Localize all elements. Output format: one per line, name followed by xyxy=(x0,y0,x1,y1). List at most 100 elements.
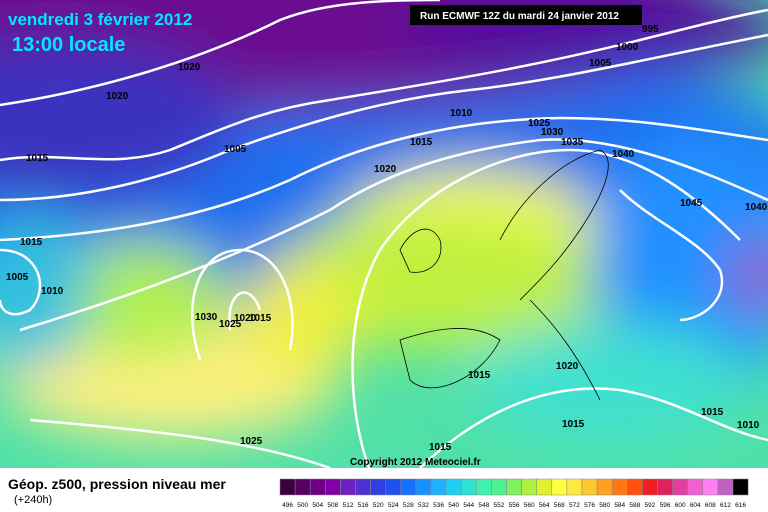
scale-label: 592 xyxy=(645,502,656,509)
scale-label: 500 xyxy=(297,502,308,509)
isobar-label: 1015 xyxy=(562,419,585,430)
isobar-label: 1030 xyxy=(541,127,564,138)
isobar-label: 1010 xyxy=(450,108,473,119)
scale-swatch xyxy=(611,478,628,496)
isobar-label: 1010 xyxy=(737,420,760,431)
scale-label: 524 xyxy=(388,502,399,509)
scale-swatch xyxy=(657,478,673,496)
isobar-label: 1020 xyxy=(178,62,201,73)
scale-label: 516 xyxy=(358,502,369,509)
isobar-label: 1020 xyxy=(234,313,257,324)
isobar-label: 1000 xyxy=(616,42,639,53)
isobar-label: 1015 xyxy=(701,407,724,418)
scale-swatch xyxy=(506,478,522,496)
date-title: vendredi 3 février 2012 xyxy=(8,10,192,29)
isobar-label: 1040 xyxy=(745,202,768,213)
isobar-label: 1020 xyxy=(374,164,397,175)
isobar-label: 1015 xyxy=(20,237,43,248)
isobar-label: 1015 xyxy=(410,137,433,148)
scale-label: 548 xyxy=(478,502,489,509)
isobar-label: 1010 xyxy=(41,286,64,297)
scale-label: 604 xyxy=(690,502,701,509)
isobar-label: 1040 xyxy=(612,149,635,160)
scale-swatch xyxy=(445,478,462,496)
scale-label: 616 xyxy=(735,502,746,509)
isobar-label: 1030 xyxy=(195,312,218,323)
scale-label: 564 xyxy=(539,502,550,509)
scale-label: 588 xyxy=(629,502,640,509)
isobar-label: 1005 xyxy=(6,272,29,283)
scale-swatch xyxy=(642,478,658,496)
isobar-label: 995 xyxy=(642,24,659,35)
legend-title: Géop. z500, pression niveau mer xyxy=(8,476,226,492)
isobars xyxy=(0,0,768,468)
scale-swatch xyxy=(491,478,507,496)
scale-label: 520 xyxy=(373,502,384,509)
scale-swatch xyxy=(279,478,296,496)
scale-label: 608 xyxy=(705,502,716,509)
scale-swatch xyxy=(581,478,598,496)
legend-subtitle: (+240h) xyxy=(14,494,52,506)
isobar-label: 1020 xyxy=(106,91,129,102)
scale-swatch xyxy=(702,478,719,496)
scale-swatch xyxy=(430,478,447,496)
scale-swatch xyxy=(717,478,734,496)
scale-label: 568 xyxy=(554,502,565,509)
scale-swatch xyxy=(370,478,386,496)
scale-label: 612 xyxy=(720,502,731,509)
scale-swatch xyxy=(566,478,583,496)
scale-label: 556 xyxy=(509,502,520,509)
scale-label: 528 xyxy=(403,502,414,509)
scale-label: 572 xyxy=(569,502,580,509)
scale-swatch xyxy=(355,478,371,496)
scale-swatch xyxy=(732,478,749,496)
scale-label: 504 xyxy=(312,502,323,509)
copyright: Copyright 2012 Meteociel.fr xyxy=(350,457,481,468)
scale-label: 560 xyxy=(524,502,535,509)
isobar-label: 1015 xyxy=(429,442,452,453)
isobar-label: 1015 xyxy=(468,370,491,381)
time-title: 13:00 locale xyxy=(12,34,125,56)
isobar-label: 1020 xyxy=(556,361,579,372)
scale-swatch xyxy=(400,478,417,496)
scale-label: 580 xyxy=(599,502,610,509)
scale-swatch xyxy=(325,478,341,496)
isobar-label: 1035 xyxy=(561,137,584,148)
scale-label: 536 xyxy=(433,502,444,509)
isobar-label: 1025 xyxy=(219,319,242,330)
scale-label: 576 xyxy=(584,502,595,509)
scale-label: 584 xyxy=(614,502,625,509)
scale-label: 600 xyxy=(675,502,686,509)
coastlines xyxy=(399,149,609,401)
isobar-labels: 1020102010151005101010151020102510301035… xyxy=(6,24,768,453)
scale-swatch xyxy=(415,478,432,496)
scale-label: 532 xyxy=(418,502,429,509)
scale-swatch xyxy=(309,478,326,496)
isobar-label: 1005 xyxy=(589,58,612,69)
scale-swatch xyxy=(551,478,568,496)
field xyxy=(0,0,768,468)
scale-swatch xyxy=(521,478,537,496)
scale-label: 508 xyxy=(327,502,338,509)
scale-swatch xyxy=(340,478,356,496)
isobar-label: 1005 xyxy=(224,144,247,155)
scale-label: 544 xyxy=(463,502,474,509)
scale-swatch xyxy=(460,478,477,496)
scale-swatch xyxy=(536,478,553,496)
scale-swatch xyxy=(672,478,688,496)
scale-swatch xyxy=(385,478,402,496)
isobar-label: 1015 xyxy=(26,153,49,164)
scale-label: 596 xyxy=(660,502,671,509)
isobar-label: 1015 xyxy=(249,313,272,324)
scale-swatch xyxy=(627,478,643,496)
scale-label: 512 xyxy=(343,502,354,509)
scale-label: 552 xyxy=(494,502,505,509)
color-scale: 496 500 504 508 512 516 520 524 528 532 536 540 544 5… xyxy=(279,478,749,509)
scale-label: 496 xyxy=(282,502,293,509)
scale-swatch xyxy=(596,478,613,496)
isobar-label: 1025 xyxy=(528,118,551,129)
isobar-label: 1025 xyxy=(240,436,263,447)
scale-swatch xyxy=(476,478,492,496)
run-box xyxy=(410,5,642,25)
